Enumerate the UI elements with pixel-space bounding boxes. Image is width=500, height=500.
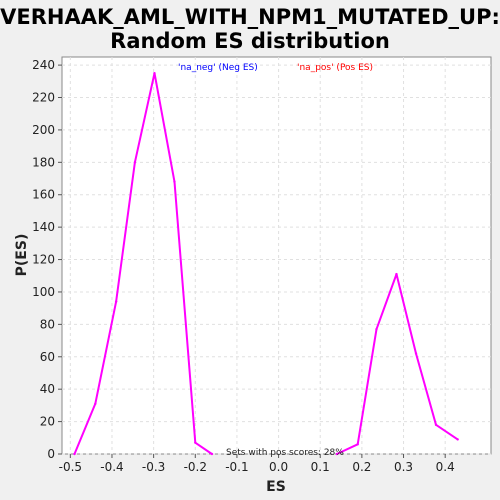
y-tick-label: 220 (32, 91, 55, 105)
legend-neg: 'na_neg' (Neg ES) (178, 63, 258, 73)
x-tick-label: 0.4 (436, 460, 455, 474)
data-point (395, 272, 398, 276)
data-point (94, 402, 97, 405)
pos-scores-annotation: Sets with pos scores: 28% (226, 448, 344, 458)
chart-title-line1: VERHAAK_AML_WITH_NPM1_MUTATED_UP: (0, 5, 500, 29)
data-point (210, 452, 214, 456)
legend-pos: 'na_pos' (Pos ES) (297, 63, 373, 73)
data-point (375, 328, 378, 331)
data-point (114, 300, 118, 303)
data-point (173, 180, 176, 183)
axes: -0.5 -0.4 -0.3 -0.2 -0.1 0.0 0.1 0.2 0.3 0.4 0 20 40… (32, 58, 455, 474)
x-tick-label: -0.2 (184, 460, 207, 474)
plot-area (61, 56, 492, 455)
grid-lines (62, 57, 491, 455)
y-tick-label: 120 (32, 253, 55, 267)
y-tick-label: 60 (40, 350, 55, 364)
data-point (194, 441, 197, 444)
x-tick-label: -0.3 (142, 460, 165, 474)
y-tick-label: 140 (32, 220, 55, 234)
x-tick-label: 0.0 (269, 460, 288, 474)
y-tick-label: 180 (32, 155, 55, 169)
y-tick-label: 160 (32, 188, 55, 202)
y-tick-label: 40 (40, 382, 55, 396)
x-tick-label: 0.3 (394, 460, 413, 474)
data-point (133, 161, 137, 164)
y-axis-label: P(ES) (14, 234, 30, 277)
data-point (73, 452, 76, 456)
x-tick-label: 0.1 (311, 460, 330, 474)
y-tick-label: 0 (47, 447, 55, 461)
x-tick-label: -0.5 (59, 460, 82, 474)
y-tick-label: 80 (40, 317, 55, 331)
y-tick-label: 200 (32, 123, 55, 137)
y-tick-label: 100 (32, 285, 55, 299)
data-point (153, 72, 156, 75)
x-tick-label: 0.2 (352, 460, 371, 474)
x-axis-label: ES (266, 479, 286, 495)
y-tick-label: 20 (40, 415, 55, 429)
data-point (434, 423, 438, 427)
data-point (414, 352, 418, 355)
data-point (335, 452, 339, 456)
x-tick-label: -0.1 (225, 460, 248, 474)
data-point (456, 438, 459, 441)
chart-title-line2: Random ES distribution (110, 29, 390, 53)
series-lines (73, 72, 459, 456)
x-tick-label: -0.4 (100, 460, 123, 474)
y-tick-label: 240 (32, 58, 55, 72)
data-point (356, 443, 359, 446)
series-line-0 (73, 72, 213, 455)
